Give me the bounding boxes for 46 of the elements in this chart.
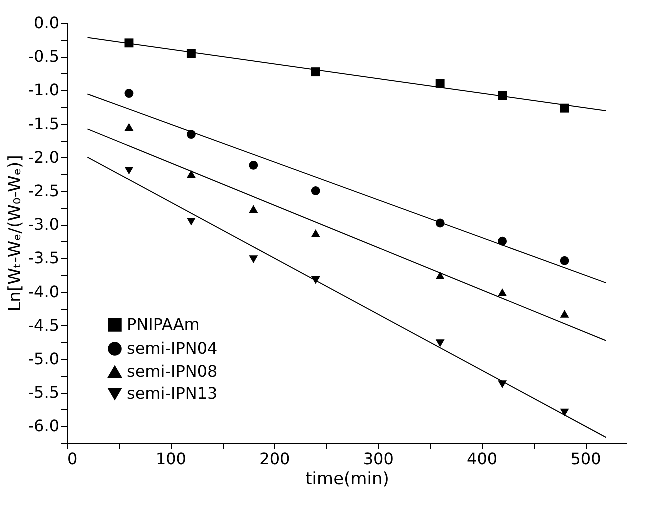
point <box>186 49 196 58</box>
point <box>498 91 508 100</box>
point <box>124 123 134 132</box>
y-tick-label: -1.0 <box>28 80 60 100</box>
legend-label: PNIPAAm <box>127 315 200 334</box>
y-tick-label: -2.5 <box>28 182 60 200</box>
point <box>186 170 196 178</box>
x-tick-label: 500 <box>570 450 602 468</box>
y-tick-label: -3.5 <box>28 248 60 268</box>
y-axis-title: Ln[Wₜ-Wₑ/(W₀-Wₑ)] <box>5 155 26 312</box>
y-tick-label: 0.0 <box>34 14 60 32</box>
y-tick-label: -2.0 <box>28 148 60 167</box>
legend-label: semi-IPN08 <box>127 362 218 381</box>
point <box>186 218 196 226</box>
point <box>436 340 445 348</box>
point <box>560 256 570 266</box>
point <box>560 408 570 417</box>
y-tick-label: -0.5 <box>28 47 60 66</box>
point <box>249 161 258 170</box>
x-tick-label: 200 <box>260 450 290 468</box>
y-tick-label: -1.5 <box>28 114 60 134</box>
y-tick-label: -3.0 <box>28 215 60 234</box>
point <box>311 68 320 77</box>
legend-label: semi-IPN13 <box>127 384 218 403</box>
point <box>311 229 320 238</box>
point <box>498 288 508 296</box>
y-tick-label: -4.5 <box>28 316 60 335</box>
point <box>311 186 320 196</box>
point <box>249 205 258 214</box>
x-tick-label: 300 <box>363 450 394 468</box>
y-tick-label: -4.0 <box>28 282 60 302</box>
x-tick-label: 400 <box>467 450 498 468</box>
x-tick-label: 100 <box>156 450 186 468</box>
point <box>436 272 445 280</box>
point <box>124 89 134 98</box>
legend-label: semi-IPN04 <box>127 339 218 358</box>
y-tick-label: -5.0 <box>28 350 60 368</box>
point <box>498 236 508 246</box>
y-tick-label: -6.0 <box>28 416 60 436</box>
y-tick-label: -5.5 <box>28 383 60 402</box>
point <box>436 79 445 88</box>
point <box>124 166 134 175</box>
point <box>560 310 570 318</box>
x-tick-label: 0 <box>68 450 78 468</box>
point <box>249 256 258 264</box>
x-axis-title: time(min) <box>306 470 390 490</box>
